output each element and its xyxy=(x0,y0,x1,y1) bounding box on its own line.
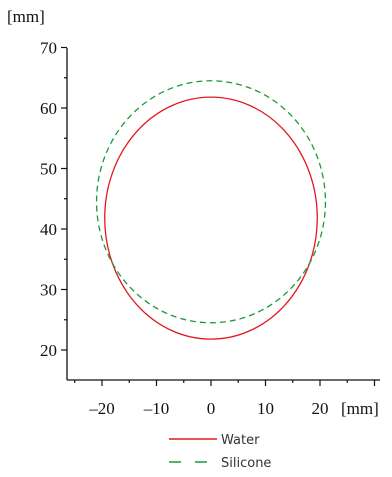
y-tick-label: 40 xyxy=(40,220,57,239)
y-unit-label: [mm] xyxy=(7,7,45,26)
y-tick-label: 30 xyxy=(40,281,57,300)
x-tick-label: –10 xyxy=(143,399,170,418)
y-tick-label: 60 xyxy=(40,99,57,118)
x-unit-label: [mm] xyxy=(341,399,379,418)
legend-label-water: Water xyxy=(221,433,260,448)
series-layer xyxy=(95,80,327,340)
axes: 20 30 40 50 60 70 –20 –10 0 10 20 [mm] [mm] xyxy=(7,7,380,418)
x-tick-label: 10 xyxy=(257,399,274,418)
y-tick-label: 50 xyxy=(40,160,57,179)
series-water-curve xyxy=(104,96,318,340)
y-tick-label: 20 xyxy=(40,341,57,360)
legend-label-silicone: Silicone xyxy=(221,456,271,471)
series-silicone-curve xyxy=(95,80,327,324)
x-tick-label: 0 xyxy=(207,399,216,418)
x-tick-label: –20 xyxy=(88,399,115,418)
x-tick-label: 20 xyxy=(312,399,329,418)
y-tick-label: 70 xyxy=(40,39,57,58)
legend: Water Silicone xyxy=(169,433,271,471)
